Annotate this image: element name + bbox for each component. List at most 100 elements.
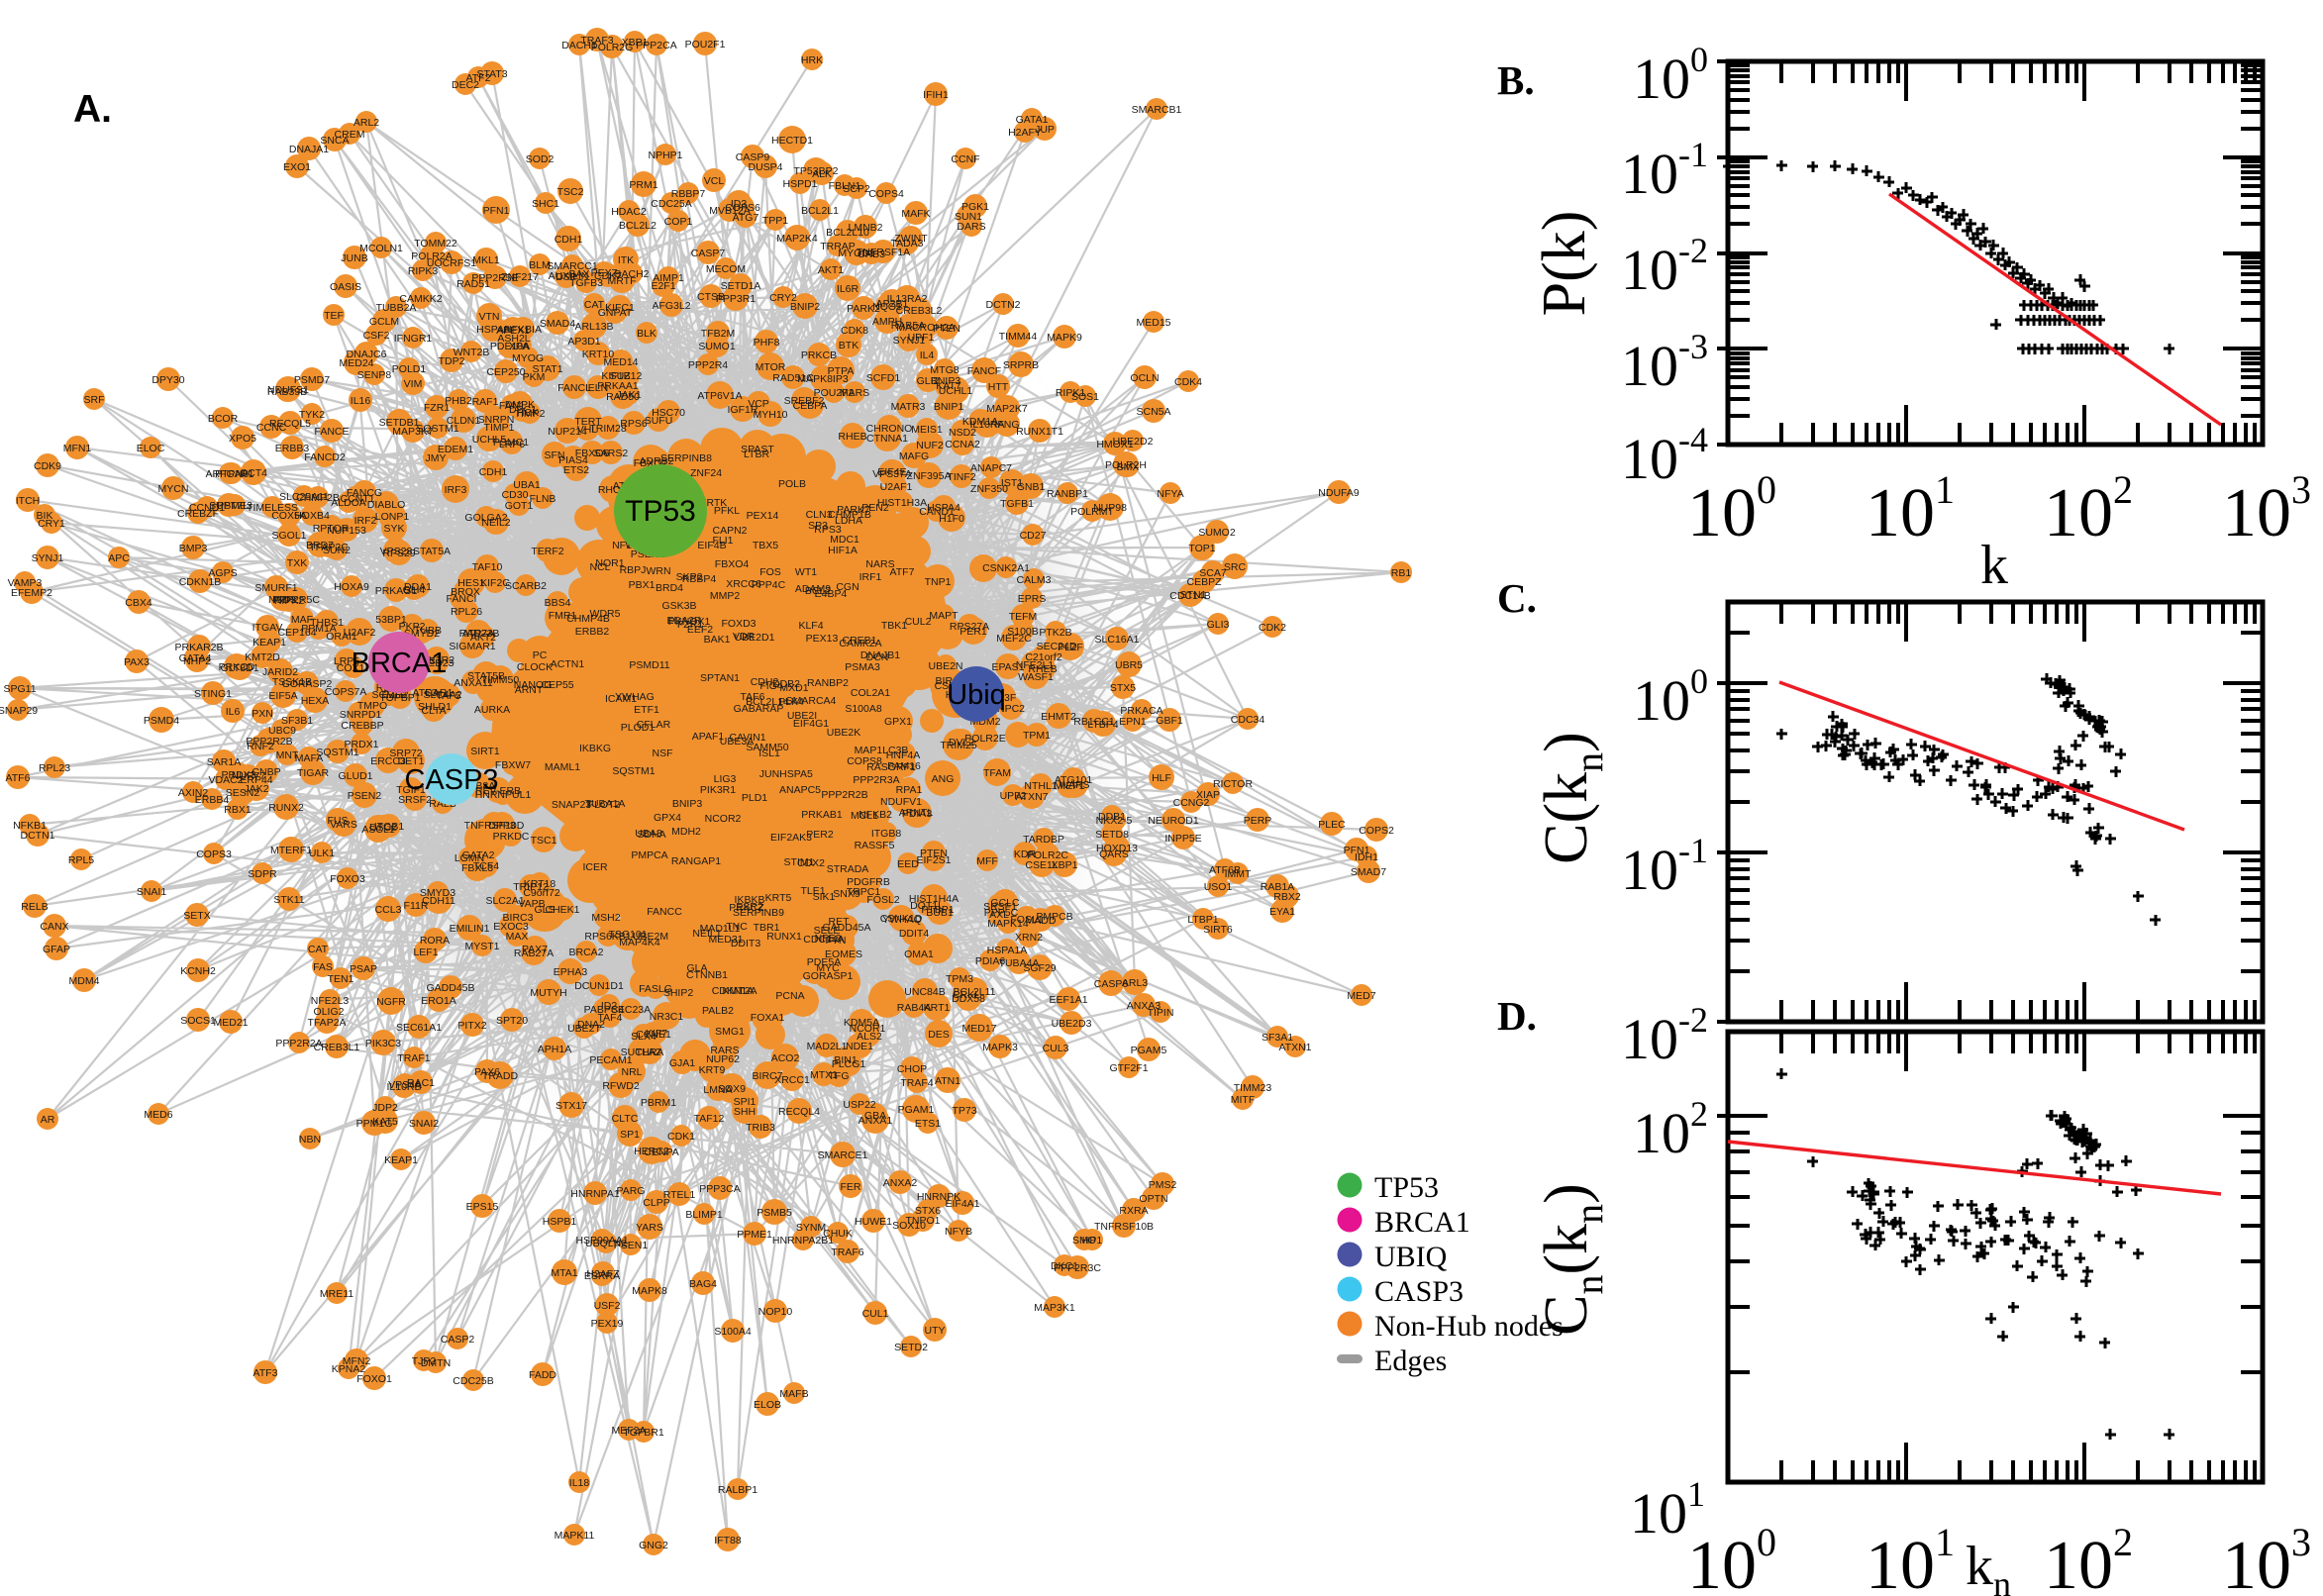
svg-text:TRIP12: TRIP12 [513,881,549,893]
svg-text:ITCH: ITCH [16,495,41,507]
svg-text:VPS4A: VPS4A [388,1079,422,1091]
svg-text:RELB: RELB [21,901,48,913]
svg-text:HSPA4: HSPA4 [927,502,960,514]
svg-text:PEX14: PEX14 [747,510,779,522]
svg-text:SOD2: SOD2 [526,153,555,165]
svg-text:FYN: FYN [826,935,847,947]
svg-text:RUNX1T1: RUNX1T1 [1016,426,1063,438]
svg-text:MARS: MARS [840,387,869,399]
svg-text:COP1: COP1 [664,216,693,228]
svg-text:UBE2I: UBE2I [787,710,817,722]
svg-text:OASIS: OASIS [330,281,361,293]
svg-text:WARS: WARS [1059,779,1089,791]
svg-text:RAB39B: RAB39B [267,386,307,398]
svg-text:UCHL5: UCHL5 [472,434,507,446]
svg-text:HTT: HTT [988,381,1009,393]
svg-text:CDK1: CDK1 [667,1131,695,1143]
svg-text:AIMP1: AIMP1 [653,272,684,284]
svg-text:AP3D1: AP3D1 [567,336,600,348]
svg-text:IL6R: IL6R [837,283,859,295]
svg-text:PALB2: PALB2 [702,1005,734,1017]
svg-text:CDK8: CDK8 [841,325,868,337]
svg-text:NFE2L3: NFE2L3 [311,995,350,1007]
svg-text:NEUROD1: NEUROD1 [1148,815,1199,827]
svg-text:NANOG: NANOG [514,679,553,691]
svg-text:PPP2R2B: PPP2R2B [246,736,292,748]
svg-text:PAX3: PAX3 [124,656,150,668]
svg-text:DVL2: DVL2 [949,737,974,748]
svg-text:AFG3L2: AFG3L2 [652,300,690,312]
svg-text:KDR: KDR [1014,848,1037,860]
svg-text:SNCA: SNCA [320,135,349,147]
svg-text:RUNX2: RUNX2 [268,802,304,814]
svg-text:GCLM: GCLM [369,316,399,328]
svg-text:CDK9: CDK9 [34,460,61,472]
svg-text:HNRNPUL1: HNRNPUL1 [475,789,532,801]
svg-text:JAK1: JAK1 [616,389,641,401]
svg-text:HP1: HP1 [1082,1235,1103,1247]
svg-text:FMR1: FMR1 [549,610,577,622]
svg-text:TUBB2A: TUBB2A [376,302,417,314]
svg-text:FOSL1: FOSL1 [1010,914,1043,926]
svg-text:ATG7: ATG7 [733,212,759,224]
svg-text:WNT2B: WNT2B [454,347,490,358]
svg-text:XRN2: XRN2 [1015,932,1043,944]
svg-text:CTNNB1: CTNNB1 [686,969,728,981]
svg-text:USP22: USP22 [843,1099,875,1111]
svg-text:NFE2L1: NFE2L1 [1016,659,1055,671]
svg-text:GFAP: GFAP [43,944,70,955]
svg-text:OCT4: OCT4 [240,467,267,479]
svg-text:MAP3K7: MAP3K7 [392,426,434,438]
svg-text:NHP2: NHP2 [183,655,211,667]
svg-text:EED: EED [897,858,919,870]
svg-text:NEIL2: NEIL2 [481,517,510,529]
svg-text:GADD45B: GADD45B [426,982,474,994]
svg-text:PPP2R3A: PPP2R3A [853,774,899,786]
svg-text:CUL3: CUL3 [1043,1043,1069,1054]
svg-text:CHOP: CHOP [897,1063,927,1075]
svg-text:SRPRB: SRPRB [1003,359,1039,371]
svg-text:PRKAR2B: PRKAR2B [174,642,223,653]
svg-text:MYST1: MYST1 [464,941,499,952]
svg-text:MFF: MFF [976,855,998,867]
svg-text:TP53: TP53 [625,495,696,528]
svg-text:POLR2E: POLR2E [964,733,1005,745]
svg-text:NFKBIA: NFKBIA [504,324,542,336]
svg-text:PPP4C: PPP4C [752,579,786,591]
svg-text:DDIT3: DDIT3 [731,938,760,949]
svg-text:SERPINB8: SERPINB8 [660,452,712,464]
svg-text:TUBB: TUBB [414,625,442,637]
svg-text:DNAJC6: DNAJC6 [347,349,387,360]
svg-text:SUN1: SUN1 [955,211,982,223]
svg-text:SOX10: SOX10 [892,1220,926,1232]
svg-text:GJA1: GJA1 [669,1057,695,1069]
svg-text:PECAM1: PECAM1 [589,1054,632,1066]
svg-text:C.: C. [1497,575,1537,621]
svg-text:CFLAR: CFLAR [637,719,671,731]
svg-text:IMMT: IMMT [1225,868,1252,880]
svg-text:ICER: ICER [582,861,608,873]
svg-text:CEBPA: CEBPA [793,400,828,412]
svg-text:PKP2: PKP2 [399,621,426,633]
svg-text:100: 100 [1687,1520,1776,1596]
svg-text:MSH2: MSH2 [591,912,620,924]
svg-text:ARNTL: ARNTL [899,807,934,819]
svg-text:DSC2: DSC2 [369,822,397,834]
svg-text:NFYA: NFYA [1157,488,1183,500]
svg-text:H2AFY: H2AFY [1008,127,1042,139]
svg-text:MED15: MED15 [1136,317,1170,329]
svg-text:SELE: SELE [814,925,841,937]
svg-text:BNIP3: BNIP3 [931,375,961,387]
svg-text:MDC1: MDC1 [830,534,859,546]
svg-text:GLI3: GLI3 [1207,619,1230,631]
svg-text:SCARB2: SCARB2 [505,580,547,592]
svg-text:PARK2: PARK2 [847,303,880,315]
svg-text:MADD: MADD [1026,915,1057,927]
svg-text:BLK: BLK [637,328,656,340]
svg-text:BCL2L14: BCL2L14 [746,696,789,708]
svg-text:DMTN: DMTN [421,1357,451,1369]
svg-text:WRN: WRN [646,565,670,577]
svg-text:TIMM50: TIMM50 [481,674,520,686]
svg-text:53BP1: 53BP1 [375,614,407,626]
svg-text:RAD23B: RAD23B [459,628,500,640]
